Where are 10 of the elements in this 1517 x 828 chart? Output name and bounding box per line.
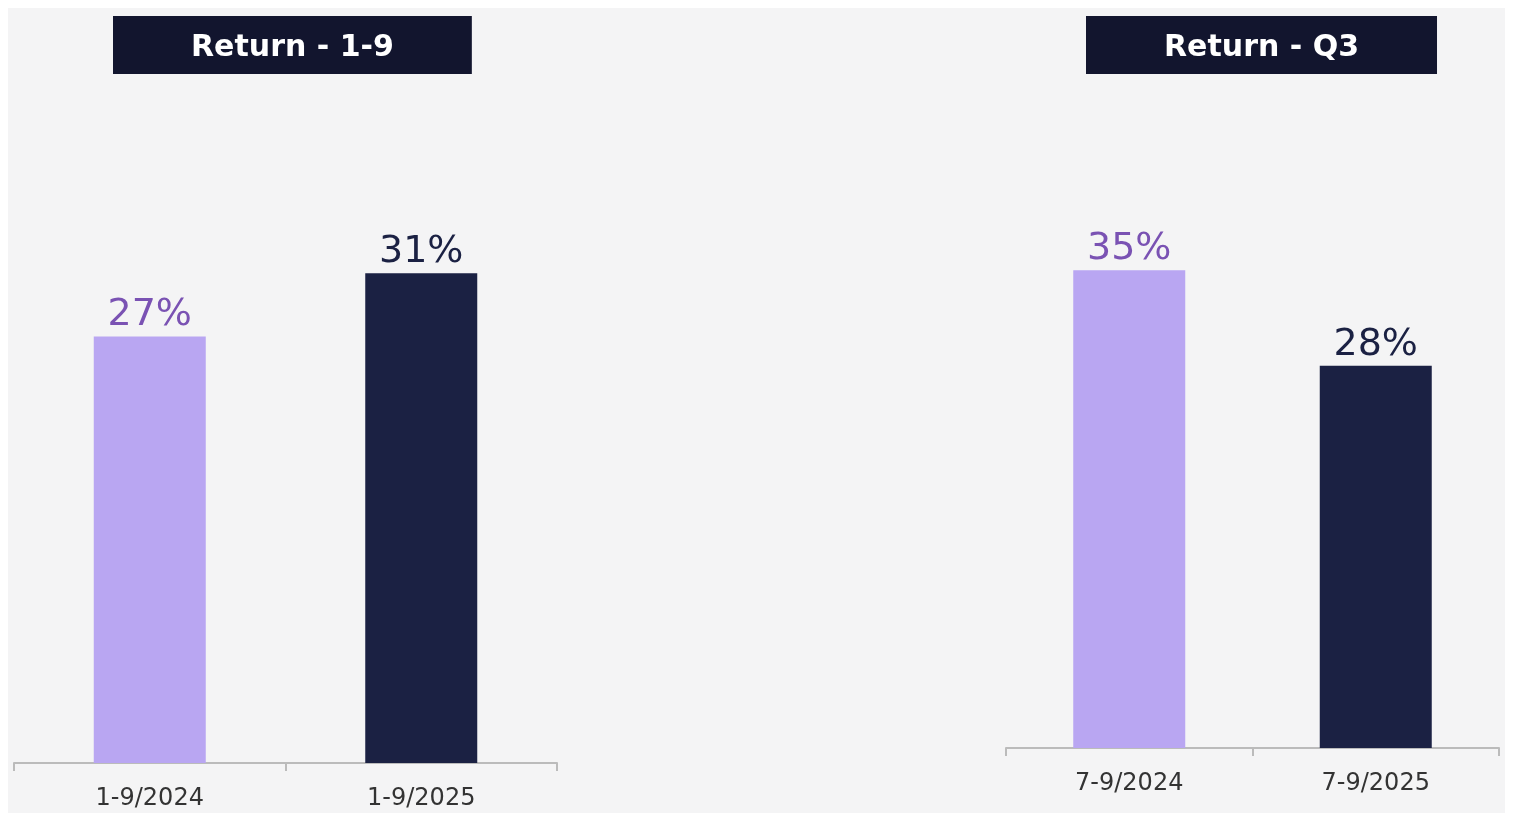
data-label: 35%: [1087, 224, 1172, 269]
x-tick-label: 1-9/2024: [95, 783, 204, 811]
x-tick-label: 1-9/2025: [367, 783, 476, 811]
chart-title: Return - Q3: [1164, 27, 1360, 63]
chart-title: Return - 1-9: [191, 27, 394, 63]
data-label: 31%: [379, 227, 464, 272]
data-label: 27%: [107, 290, 192, 335]
x-tick-label: 7-9/2024: [1075, 768, 1184, 796]
data-label: 28%: [1333, 319, 1418, 364]
x-tick-label: 7-9/2025: [1321, 768, 1430, 796]
